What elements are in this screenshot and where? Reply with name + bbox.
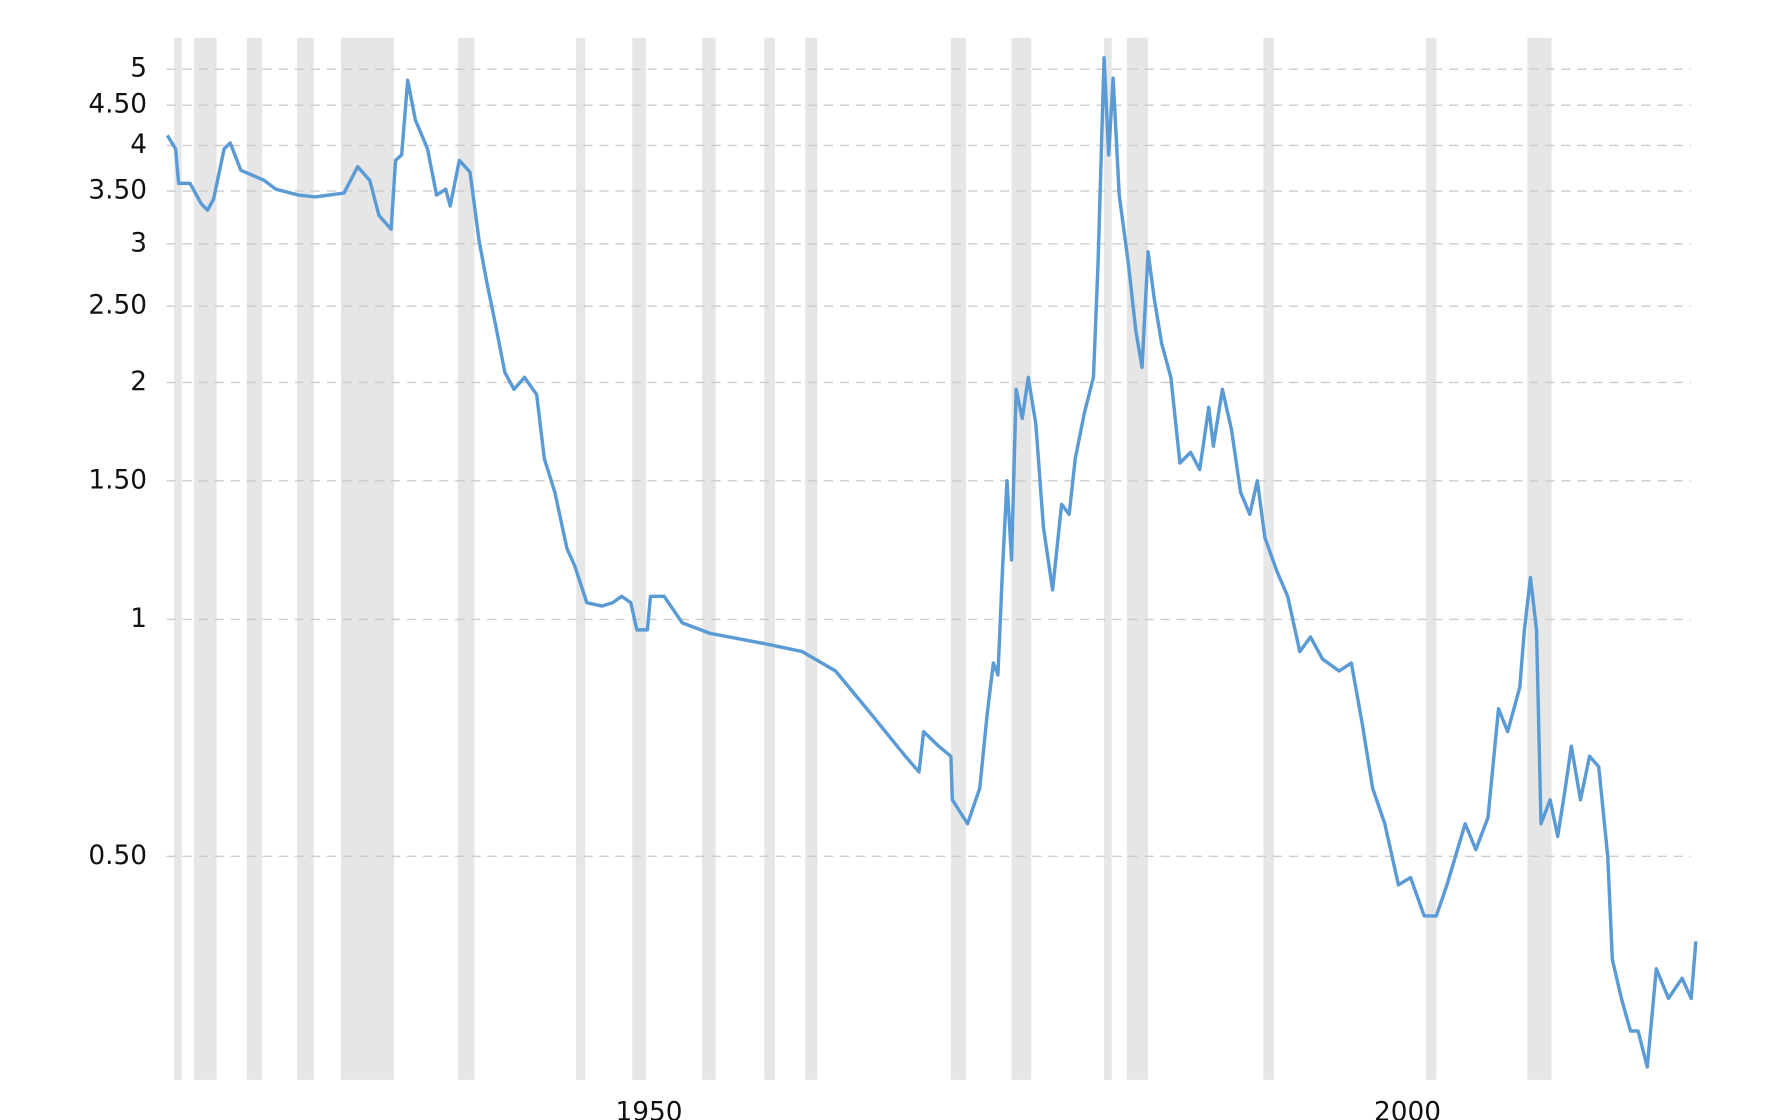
y-tick-label: 1 xyxy=(130,604,147,634)
recession-band xyxy=(1527,37,1552,1080)
y-tick-label: 4 xyxy=(130,130,147,160)
recession-band xyxy=(1126,37,1149,1080)
recession-band xyxy=(632,37,646,1080)
recession-band xyxy=(764,37,775,1080)
y-tick-label: 1.50 xyxy=(88,465,147,495)
recession-band xyxy=(457,37,475,1080)
recession-band xyxy=(1425,37,1437,1080)
y-tick-label: 3.50 xyxy=(88,176,147,206)
recession-band xyxy=(246,37,263,1080)
recession-band xyxy=(805,37,818,1080)
recession-band xyxy=(1263,37,1275,1080)
recession-band xyxy=(340,37,395,1080)
y-tick-label: 2.50 xyxy=(88,291,147,321)
recession-band xyxy=(576,37,586,1080)
x-tick-label: 1950 xyxy=(615,1098,682,1120)
recession-band xyxy=(174,37,182,1080)
y-tick-label: 0.50 xyxy=(88,841,147,871)
recession-band xyxy=(193,37,217,1080)
x-tick-label: 2000 xyxy=(1374,1098,1441,1120)
y-tick-label: 4.50 xyxy=(88,90,147,120)
price-line xyxy=(165,55,1698,1069)
recession-band xyxy=(950,37,967,1080)
y-tick-label: 3 xyxy=(130,228,147,258)
recession-band xyxy=(1011,37,1032,1080)
recession-band xyxy=(1104,37,1112,1080)
y-tick-label: 2 xyxy=(130,367,147,397)
recession-band xyxy=(702,37,716,1080)
y-tick-label: 5 xyxy=(130,54,147,84)
recession-band xyxy=(296,37,314,1080)
